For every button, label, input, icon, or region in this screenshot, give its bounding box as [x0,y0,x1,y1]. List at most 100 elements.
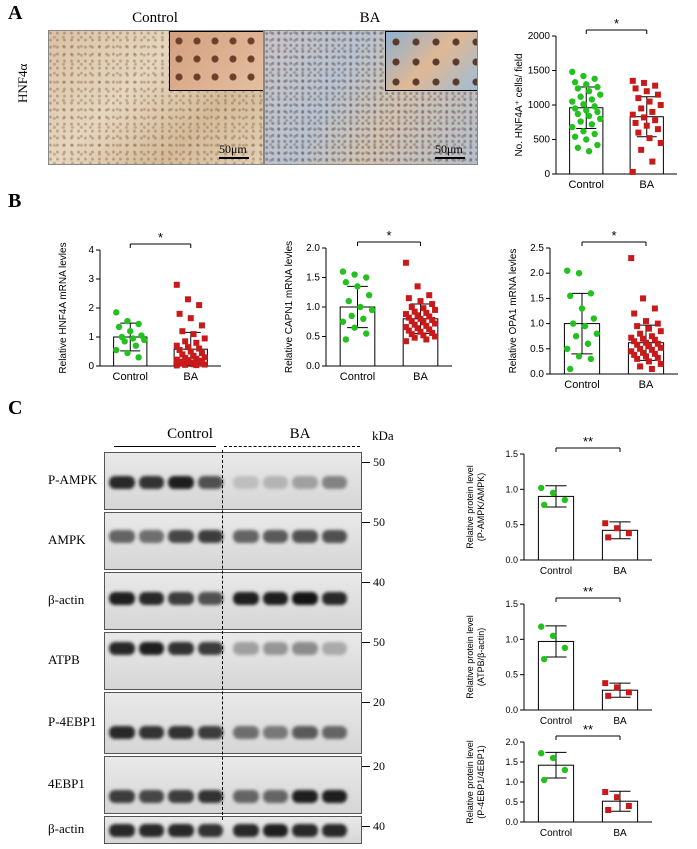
blot-strip [104,816,362,844]
data-point-ba [173,281,180,288]
y-tick-label: 1.0 [530,319,544,330]
data-point-ba [645,343,652,350]
x-tick-label: BA [413,371,428,383]
data-point-ba [201,354,208,361]
data-point-ba [657,360,664,367]
data-point-ba [414,312,421,319]
protein-band [262,530,288,543]
protein-band [197,642,223,655]
data-point-ba [179,328,186,335]
scale-bar [435,157,465,159]
data-point-control [549,489,557,497]
data-point-ba [643,318,649,325]
data-point-ba [184,344,191,351]
x-tick-label: Control [569,179,604,191]
data-point-control [129,335,137,342]
protein-band [233,476,259,489]
data-point-control [566,292,574,300]
data-point-control [575,353,583,360]
marker-kda: 40 [373,575,385,589]
y-axis-label: Relative protein level [465,615,475,699]
data-point-ba [423,336,430,343]
data-point-ba [657,344,664,351]
data-point-control [574,110,582,118]
protein-band [321,592,347,605]
data-point-ba [634,323,641,330]
protein-band [233,824,259,837]
data-point-ba [643,88,650,95]
data-point-control [113,346,120,354]
blot-strip [104,512,362,570]
data-point-control [583,107,590,114]
chart-capn1-mrna: 0.0 0.5 1.0 1.5 2.0 Relative CAPN1 mRNA levle… [256,226,466,388]
protein-band [197,592,223,605]
protein-band [138,790,164,803]
data-point-ba [173,342,180,349]
y-axis-label: (P-4EBP1/4EBP1) [476,745,486,819]
data-point-ba [201,361,208,368]
data-point-ba [411,334,418,341]
scale-bar [219,157,249,159]
data-point-control [351,324,358,331]
micrograph-control-title: Control [132,10,178,26]
y-tick-label: 0.5 [306,332,320,343]
data-point-control [540,655,548,663]
data-point-control [540,776,548,784]
protein-band [233,642,259,655]
lane-divider [222,450,223,820]
data-point-ba [651,305,658,312]
data-point-control [577,118,584,125]
y-tick-label: 0.5 [530,344,544,355]
data-point-ba [198,349,205,356]
marker-kda: 50 [373,515,385,529]
protein-band [168,592,194,605]
data-point-control [549,632,557,639]
data-point-ba [605,807,612,813]
y-tick-label: 1.5 [505,757,518,767]
data-point-ba [173,362,180,369]
chart-svg: 0.0 0.5 1.0 1.5 2.0 2.5 Relative OPA1 mRNA lev… [508,228,678,391]
data-point-control [363,330,370,337]
data-point-ba [408,318,415,325]
blot-label: P-4EBP1 [48,714,97,729]
data-point-control [575,270,583,277]
data-point-ba [657,328,664,335]
protein-band [138,592,164,605]
data-point-control [587,290,595,297]
protein-band [292,726,318,739]
y-axis-label: (ATPB/β-actin) [476,628,486,687]
data-point-control [127,328,134,335]
blot-label: β-actin [48,592,85,607]
significance-marker: * [614,16,619,31]
data-point-control [124,317,131,325]
chart-svg: 0 1 2 3 4 Relative HNF4A mRNA levles Control BA… [58,230,221,383]
data-point-ba [652,117,659,124]
kda-label: kDa [372,428,394,443]
protein-band [321,726,347,739]
data-point-ba [628,334,635,341]
data-point-control [368,306,376,314]
data-point-ba [417,328,424,335]
data-point-control [549,754,557,762]
protein-band [109,530,135,543]
chart-p-4ebp1-ratio: 0.0 0.5 1.0 1.5 2.0 Relative protein level (P-… [452,720,692,844]
data-point-ba [179,351,186,358]
data-point-ba [614,525,621,532]
data-point-control [590,315,598,322]
data-point-ba [649,108,656,115]
y-axis-label: Relative HNF4A mRNA levles [58,242,69,373]
data-point-control [577,93,584,100]
bar [537,764,575,823]
data-point-ba [648,365,655,372]
data-point-ba [654,354,661,361]
data-point-ba [631,338,638,345]
protein-band [138,476,164,489]
data-point-ba [654,91,661,98]
micrograph-ba-inset [385,31,477,91]
data-point-ba [645,358,652,365]
y-axis-label: Relative CAPN1 mRNA levles [284,241,295,373]
data-point-ba [654,126,661,133]
data-point-ba [417,298,424,305]
data-point-ba [648,333,655,340]
